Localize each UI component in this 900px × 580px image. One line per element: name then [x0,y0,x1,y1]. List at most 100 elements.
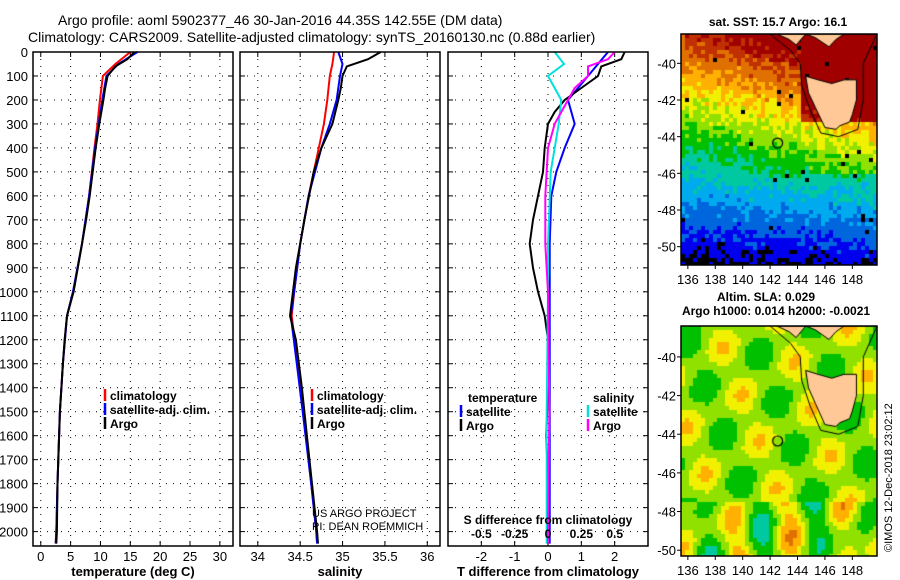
x-tick-label: 34.5 [288,549,313,564]
x2-tick-label: -0.5 [471,527,492,541]
x-tick-label: 2 [611,549,618,564]
title-line-2: Climatology: CARS2009. Satellite-adjuste… [28,29,596,45]
y-tick-label: 1400 [0,381,28,396]
legend-label: satellite [466,405,511,419]
series-line-argo [55,51,136,544]
map-y-tick-label: -46 [657,166,676,181]
x-tick-label: -1 [509,549,521,564]
y-tick-label: 1100 [0,309,28,324]
series-line-t-argo [528,51,626,544]
map-x-tick-label: 140 [732,272,754,287]
x2-tick-label: 0 [545,527,552,541]
y-tick-label: 800 [6,237,28,252]
y-tick-label: 1200 [0,333,28,348]
watermark: ©IMOS 12-Dec-2018 23:02:12 [883,403,895,552]
plot-frame [32,51,234,547]
map-y-tick-label: -50 [657,543,676,558]
x-tick-label: 0 [544,549,551,564]
y-tick-label: 500 [6,165,28,180]
map-frame [680,325,878,557]
x-tick-label: 35 [335,549,349,564]
x-tick-label: 30 [213,549,227,564]
y-tick-label: 700 [6,213,28,228]
map-y-tick-label: -50 [657,240,676,255]
x-tick-label: 34 [251,549,265,564]
plot-frame [447,51,649,547]
legend-label: Argo [110,417,138,431]
map-y-tick-label: -46 [657,466,676,481]
map-x-tick-label: 142 [759,272,781,287]
map-y-tick-label: -42 [657,389,676,404]
legend-label: Argo [593,419,621,433]
x2-tick-label: -0.25 [501,527,529,541]
series-line-climatology [54,51,131,544]
x-tick-label: 36 [420,549,434,564]
x-tick-label: 5 [67,549,74,564]
y-tick-label: 1600 [0,429,28,444]
title-line-1: Argo profile: aoml 5902377_46 30-Jan-201… [58,12,503,28]
x-tick-label: 20 [153,549,167,564]
x2-axis-label: S difference from climatology [464,513,633,527]
legend-label: satellite-adj. clim. [110,403,210,417]
sla-map-image [681,326,877,556]
sst-map-title: sat. SST: 15.7 Argo: 16.1 [709,15,848,29]
map-x-tick-label: 144 [787,272,809,287]
series-line-s-argo [544,51,616,544]
sst-map-image [681,34,877,265]
x-axis-label: temperature (deg C) [71,564,195,579]
y-tick-label: 1500 [0,405,28,420]
legend-label: satellite [593,405,638,419]
series-line-argo [288,51,382,544]
map-y-tick-label: -40 [657,350,676,365]
legend-label: climatology [317,389,384,403]
x-tick-label: 25 [183,549,197,564]
map-x-tick-label: 146 [814,272,836,287]
map-y-tick-label: -42 [657,93,676,108]
map-x-tick-label: 138 [704,563,726,578]
map-y-tick-label: -44 [657,130,676,145]
y-tick-label: 300 [6,117,28,132]
credit-line-2: PI: DEAN ROEMMICH [312,521,423,533]
y-tick-label: 900 [6,261,28,276]
x-tick-label: 15 [123,549,137,564]
x2-tick-label: 0.5 [606,527,623,541]
legend-title-salinity: salinity [593,391,635,405]
legend-label: Argo [317,417,345,431]
map-x-tick-label: 146 [814,563,836,578]
y-tick-label: 1800 [0,477,28,492]
map-y-tick-label: -48 [657,203,676,218]
x-tick-label: 1 [578,549,585,564]
x2-tick-label: 0.25 [570,527,594,541]
legend-label: satellite-adj. clim. [317,403,417,417]
map-frame [680,33,878,266]
y-tick-label: 2000 [0,525,28,540]
map-x-tick-label: 148 [841,272,863,287]
map-x-tick-label: 148 [841,563,863,578]
map-y-tick-label: -40 [657,56,676,71]
series-line-satellite-adj-clim- [289,51,344,544]
x-axis-label: T difference from climatology [457,564,640,579]
y-tick-label: 1000 [0,285,28,300]
x-tick-label: 10 [93,549,107,564]
map-x-tick-label: 138 [704,272,726,287]
legend-label: climatology [110,389,177,403]
y-tick-label: 1700 [0,453,28,468]
sla-map-title: Altim. SLA: 0.029 [717,290,815,304]
y-tick-label: 1900 [0,501,28,516]
map-y-tick-label: -48 [657,505,676,520]
map-x-tick-label: 140 [732,563,754,578]
y-tick-label: 1300 [0,357,28,372]
sla-map-subtitle: Argo h1000: 0.014 h2000: -0.0021 [682,304,870,318]
plot-frame [239,51,441,547]
series-line-s-satellite [545,51,566,544]
map-y-tick-label: -44 [657,427,676,442]
legend-title-temperature: temperature [468,391,538,405]
credit-line-1: US ARGO PROJECT [312,508,417,520]
legend-label: Argo [466,419,494,433]
map-x-tick-label: 144 [787,563,809,578]
x-tick-label: -2 [476,549,488,564]
y-tick-label: 400 [6,141,28,156]
x-tick-label: 35.5 [372,549,397,564]
